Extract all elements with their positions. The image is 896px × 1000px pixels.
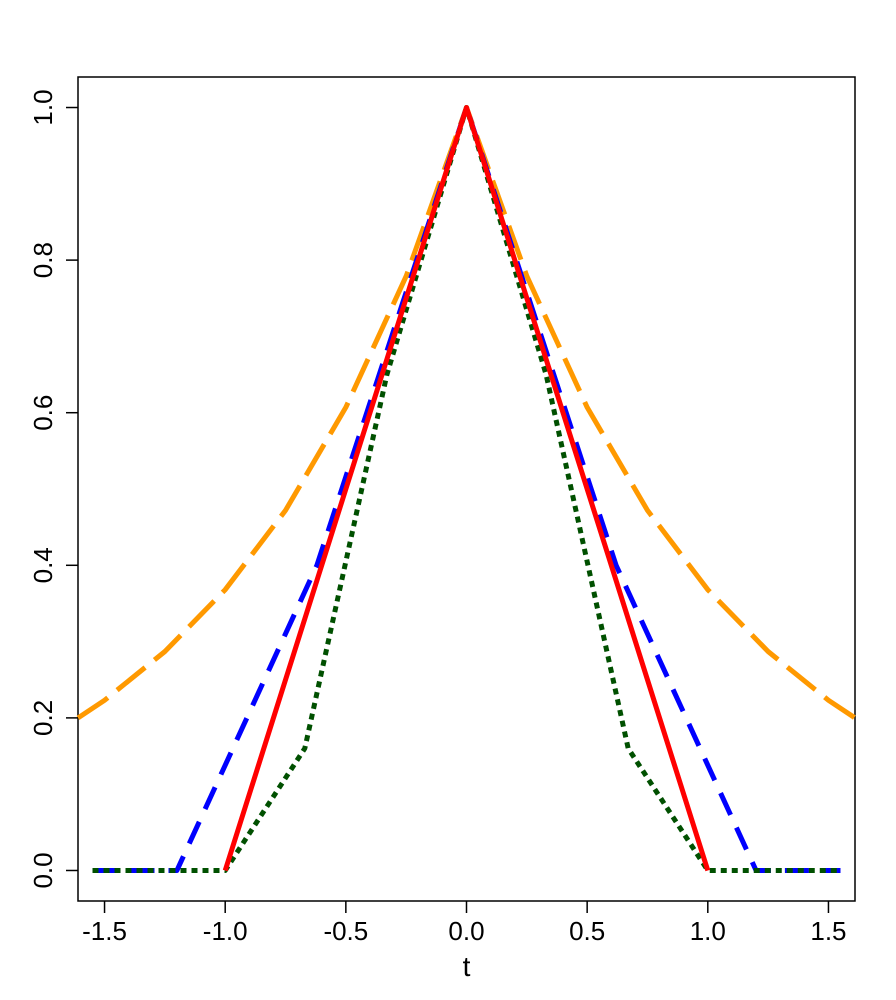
series-line-2 <box>92 105 841 873</box>
series-layer <box>76 105 857 873</box>
y-tick-label: 0.2 <box>28 700 58 736</box>
x-tick-label: -1.0 <box>203 916 248 946</box>
y-tick-label: 0.4 <box>28 547 58 583</box>
y-tick-label: 0.8 <box>28 242 58 278</box>
x-tick-label: 1.0 <box>690 916 726 946</box>
y-axis: 0.0 0.2 0.4 0.6 0.8 1.0 <box>28 89 78 889</box>
series-line-4 <box>222 105 711 872</box>
series-line-3 <box>92 105 841 873</box>
x-tick-label: 1.5 <box>810 916 846 946</box>
x-axis-title: t <box>463 951 471 982</box>
x-tick-label: -1.5 <box>82 916 127 946</box>
x-tick-label: 0.0 <box>448 916 484 946</box>
y-tick-label: 0.0 <box>28 852 58 888</box>
series-line-1 <box>76 105 857 720</box>
y-tick-label: 0.6 <box>28 395 58 431</box>
x-axis: -1.5 -1.0 -0.5 0.0 0.5 1.0 1.5 <box>82 901 847 946</box>
plot-frame <box>77 76 856 902</box>
x-tick-label: -0.5 <box>323 916 368 946</box>
y-tick-label: 1.0 <box>28 89 58 125</box>
x-tick-label: 0.5 <box>569 916 605 946</box>
